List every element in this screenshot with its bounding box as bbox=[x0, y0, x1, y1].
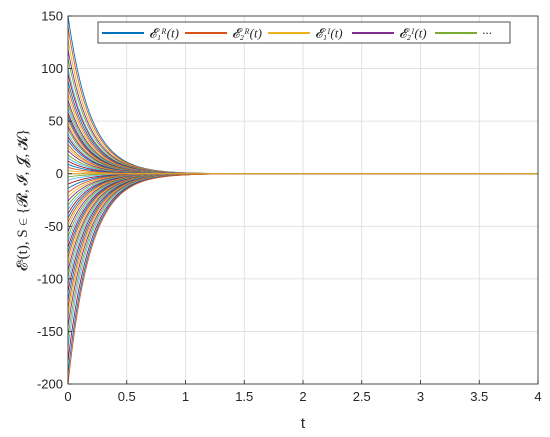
y-tick-label: 50 bbox=[49, 114, 63, 129]
x-tick-label: 0 bbox=[64, 389, 71, 404]
x-tick-label: 2.5 bbox=[353, 389, 371, 404]
legend: 𝓔₁ᴿ(t) 𝓔₂ᴿ(t) 𝓔₁ᴵ(t) 𝓔₂ᴵ(t) ··· bbox=[97, 21, 511, 44]
legend-label: 𝓔₂ᴵ(t) bbox=[399, 26, 427, 41]
y-tick-label: -50 bbox=[44, 219, 63, 234]
x-tick-label: 1 bbox=[182, 389, 189, 404]
legend-label: 𝓔₂ᴿ(t) bbox=[232, 26, 262, 41]
x-tick-label: 1.5 bbox=[235, 389, 253, 404]
legend-label: ··· bbox=[482, 26, 492, 41]
legend-label: 𝓔₁ᴵ(t) bbox=[315, 26, 343, 41]
series-lines bbox=[67, 15, 539, 385]
x-tick-label: 0.5 bbox=[118, 389, 136, 404]
x-tick-label: 3.5 bbox=[470, 389, 488, 404]
y-tick-label: -150 bbox=[37, 324, 63, 339]
legend-label: 𝓔₁ᴿ(t) bbox=[149, 26, 179, 41]
x-tick-label: 2 bbox=[299, 389, 306, 404]
y-axis-ticks: -200 -150 -100 -50 0 50 100 150 bbox=[37, 9, 72, 392]
x-axis-title: t bbox=[301, 415, 306, 432]
y-tick-label: 150 bbox=[41, 9, 63, 24]
x-tick-label: 4 bbox=[534, 389, 541, 404]
y-tick-label: -100 bbox=[37, 271, 63, 286]
x-tick-label: 3 bbox=[417, 389, 424, 404]
y-tick-label: 100 bbox=[41, 61, 63, 76]
y-tick-label: 0 bbox=[56, 166, 63, 181]
y-tick-label: -200 bbox=[37, 377, 63, 392]
y-axis-title: 𝓔ˢ(t), S ∈ {𝓡, 𝓘, 𝓙, 𝓚} bbox=[15, 129, 31, 271]
x-axis-ticks: 0 0.5 1 1.5 2 2.5 3 3.5 4 bbox=[64, 380, 542, 404]
